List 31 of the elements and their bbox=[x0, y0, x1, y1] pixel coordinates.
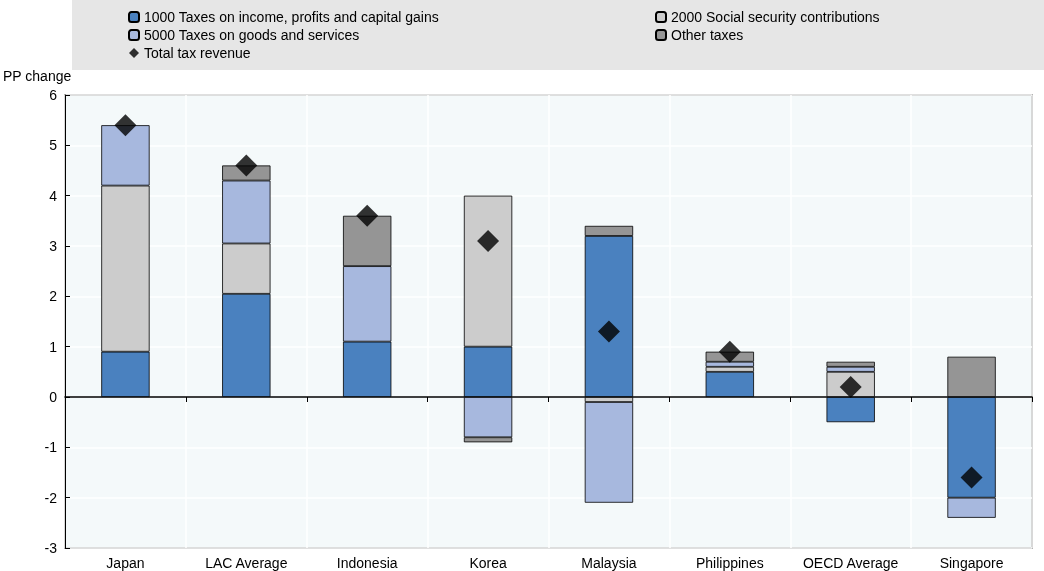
x-tick-label: Malaysia bbox=[581, 555, 637, 571]
legend-label: 2000 Social security contributions bbox=[671, 9, 880, 25]
x-tick-label: OECD Average bbox=[802, 555, 899, 571]
y-tick-label: -2 bbox=[44, 489, 58, 506]
legend-label: Other taxes bbox=[671, 27, 744, 43]
y-tick-label: 4 bbox=[49, 187, 58, 204]
y-tick-label: 3 bbox=[49, 238, 58, 254]
point bbox=[114, 114, 137, 137]
x-tick-label: Indonesia bbox=[336, 555, 398, 571]
point bbox=[477, 229, 500, 252]
x-tick-label: Singapore bbox=[939, 555, 1004, 571]
y-tick-label: 2 bbox=[49, 288, 58, 305]
point bbox=[356, 204, 379, 227]
x-tick-label: Korea bbox=[469, 555, 507, 571]
x-tick-label: Philippines bbox=[695, 555, 764, 571]
point bbox=[960, 466, 983, 489]
legend-label: Total tax revenue bbox=[144, 45, 251, 61]
legend-label: 5000 Taxes on goods and services bbox=[144, 27, 360, 43]
point bbox=[718, 340, 741, 363]
y-tick-label: 6 bbox=[49, 87, 58, 103]
x-tick-label: Japan bbox=[106, 555, 145, 571]
y-tick-label: -3 bbox=[44, 540, 58, 556]
y-tick-label: -1 bbox=[44, 439, 58, 456]
point bbox=[597, 320, 620, 343]
legend-label: 1000 Taxes on income, profits and capital gains bbox=[144, 9, 439, 25]
y-tick-label: 5 bbox=[49, 137, 58, 154]
y-tick-label: 1 bbox=[49, 338, 58, 355]
point bbox=[235, 154, 258, 177]
y-axis-title: PP change bbox=[3, 68, 72, 84]
x-tick-label: LAC Average bbox=[205, 555, 288, 571]
y-tick-label: 0 bbox=[49, 389, 58, 405]
